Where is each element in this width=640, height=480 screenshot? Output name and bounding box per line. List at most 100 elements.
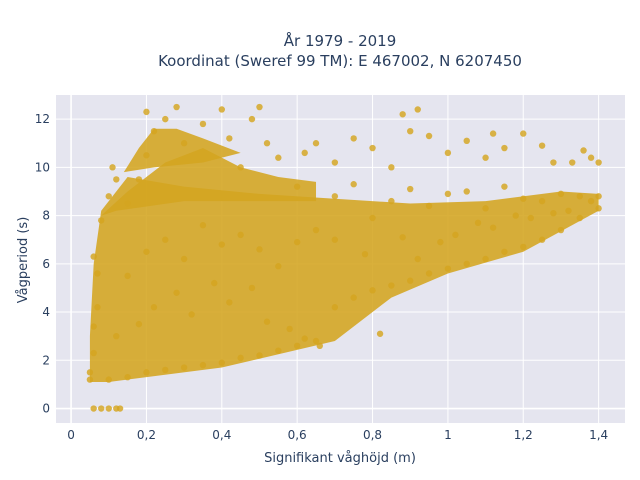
data-point	[237, 354, 244, 362]
data-point	[162, 236, 169, 243]
data-point	[369, 144, 376, 152]
data-point	[501, 183, 508, 190]
data-point	[501, 144, 508, 152]
x-tick-label: 0,8	[363, 428, 382, 442]
data-point	[226, 299, 233, 306]
data-point	[162, 115, 169, 123]
data-point	[143, 369, 150, 376]
data-point	[520, 195, 527, 202]
data-point	[407, 277, 414, 284]
data-point	[150, 127, 158, 135]
data-point	[350, 294, 357, 301]
data-point	[550, 209, 557, 217]
data-point	[331, 304, 339, 311]
data-point	[482, 154, 489, 161]
data-point	[237, 231, 244, 239]
data-point	[90, 253, 97, 260]
data-point	[124, 373, 131, 381]
data-point	[369, 214, 376, 222]
x-tick-label: 0,2	[137, 428, 156, 442]
data-point	[218, 106, 226, 113]
data-point	[369, 287, 376, 294]
data-point	[388, 282, 395, 289]
data-point	[218, 241, 226, 248]
data-point	[444, 190, 452, 198]
data-point	[316, 342, 323, 350]
data-point	[116, 405, 124, 412]
data-point	[474, 219, 482, 227]
y-tick-label: 10	[35, 160, 50, 174]
data-point	[576, 193, 583, 200]
data-point	[407, 185, 414, 193]
data-point	[275, 154, 282, 161]
data-point	[520, 130, 527, 137]
data-point	[293, 183, 301, 190]
data-point	[188, 311, 195, 318]
data-points	[86, 103, 602, 412]
data-point	[463, 137, 470, 145]
y-tick-label: 4	[42, 305, 50, 319]
data-point	[489, 130, 497, 137]
x-tick-label: 1,4	[589, 428, 608, 442]
data-point	[293, 238, 301, 246]
data-point	[135, 320, 143, 328]
data-point	[248, 284, 256, 292]
data-point	[538, 236, 546, 243]
data-point	[263, 140, 271, 147]
data-point	[437, 238, 444, 246]
data-point	[595, 205, 602, 212]
data-point	[550, 159, 557, 166]
point-cloud	[101, 148, 317, 216]
data-point	[595, 193, 602, 200]
data-point	[105, 193, 112, 200]
data-point	[109, 164, 116, 171]
data-point	[275, 347, 282, 354]
data-point	[199, 120, 207, 128]
point-cloud	[123, 128, 241, 173]
data-point	[501, 248, 508, 255]
data-point	[90, 323, 97, 330]
data-point	[90, 405, 97, 412]
data-point	[286, 325, 293, 333]
x-axis-title: Signifikant våghöjd (m)	[264, 451, 416, 466]
data-point	[199, 222, 207, 229]
data-point	[538, 142, 546, 149]
x-tick-label: 1	[444, 428, 452, 442]
data-point	[388, 164, 395, 171]
data-point	[135, 176, 143, 183]
axes: 0 0,2 0,4 0,6 0,8 1 1,2 1,4 0 2 4 6 8 10 12	[35, 112, 608, 442]
chart-title: År 1979 - 2019	[284, 31, 397, 50]
x-tick-label: 0	[67, 428, 75, 442]
data-point	[301, 149, 308, 157]
data-point	[350, 181, 357, 188]
point-cloud	[89, 177, 599, 382]
data-point	[263, 318, 271, 325]
data-point	[350, 135, 357, 142]
data-point	[557, 190, 565, 198]
data-point	[569, 159, 576, 166]
data-point	[94, 304, 101, 311]
y-tick-label: 12	[35, 112, 50, 126]
data-point	[595, 159, 602, 166]
data-point	[105, 405, 112, 412]
chart-subtitle: Koordinat (Sweref 99 TM): E 467002, N 62…	[158, 52, 522, 70]
data-point	[580, 147, 587, 154]
data-point	[331, 193, 339, 200]
data-point	[86, 376, 94, 383]
data-point	[463, 260, 470, 268]
data-point	[489, 224, 497, 231]
data-point	[312, 226, 320, 234]
data-point	[143, 108, 150, 116]
data-point	[425, 202, 433, 210]
data-point	[143, 248, 150, 255]
y-tick-label: 2	[42, 353, 50, 367]
data-point	[162, 366, 169, 374]
data-point	[538, 197, 546, 205]
data-point	[361, 250, 369, 258]
data-point	[256, 352, 263, 359]
data-point	[173, 289, 180, 296]
data-point	[256, 103, 263, 111]
data-point	[557, 226, 565, 234]
